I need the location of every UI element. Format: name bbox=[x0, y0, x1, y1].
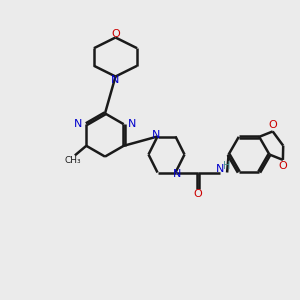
Text: N: N bbox=[111, 75, 120, 85]
Text: O: O bbox=[268, 120, 277, 130]
Text: O: O bbox=[194, 189, 202, 200]
Text: N: N bbox=[74, 119, 82, 129]
Text: N: N bbox=[173, 169, 181, 179]
Text: N: N bbox=[216, 164, 224, 174]
Text: H: H bbox=[223, 161, 230, 171]
Text: N: N bbox=[152, 130, 160, 140]
Text: N: N bbox=[128, 119, 136, 129]
Text: O: O bbox=[111, 29, 120, 39]
Text: O: O bbox=[278, 161, 287, 171]
Text: CH₃: CH₃ bbox=[64, 156, 81, 165]
